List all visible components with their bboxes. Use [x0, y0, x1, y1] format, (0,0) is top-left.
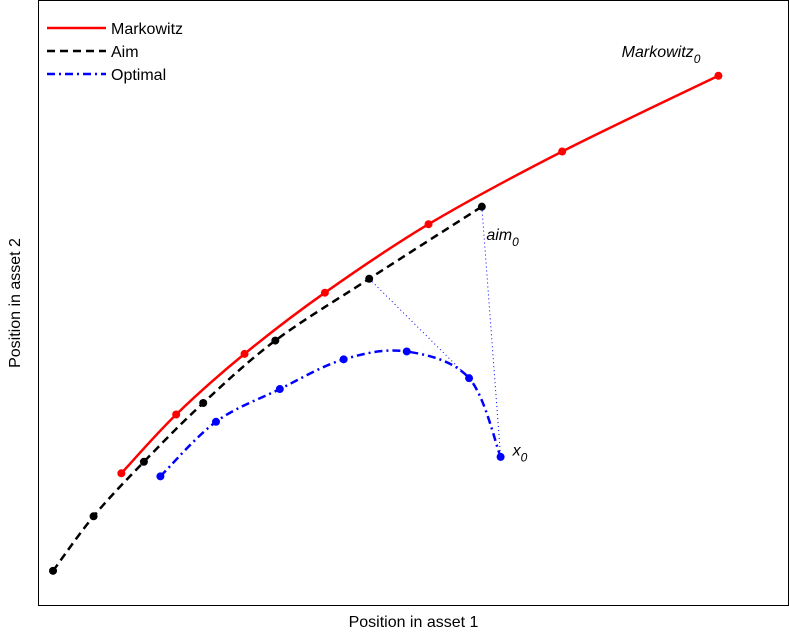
annotation-aim: aim0 [486, 227, 519, 249]
connector-line-2 [481, 206, 502, 457]
legend: Markowitz Aim Optimal [47, 21, 183, 84]
optimal-series-line [159, 349, 502, 478]
markowitz-point [424, 220, 433, 229]
markowitz-point [558, 147, 567, 156]
optimal-point [465, 374, 474, 383]
markowitz-point [714, 71, 723, 80]
aim-point [271, 336, 280, 345]
aim-point [477, 202, 486, 211]
aim-point [49, 566, 58, 575]
annotation-x: x0 [512, 443, 528, 465]
legend-aim-label: Aim [111, 44, 139, 61]
markowitz-point [240, 349, 249, 358]
aim-point [199, 398, 208, 407]
optimal-point [496, 452, 505, 461]
legend-markowitz-label: Markowitz [111, 21, 183, 38]
markowitz-series-line [120, 74, 719, 475]
aim-point [365, 274, 374, 283]
optimal-point [339, 355, 348, 364]
plot-frame [38, 0, 789, 606]
aim-series-line [51, 205, 483, 572]
connector-line-1 [368, 278, 470, 379]
legend-optimal-label: Optimal [111, 67, 166, 84]
aim-point [89, 512, 98, 521]
annotations: Markowitz0 aim0 x0 [486, 44, 700, 465]
annotation-markowitz: Markowitz0 [622, 44, 701, 66]
y-axis-label: Position in asset 2 [7, 238, 24, 368]
markowitz-point [172, 410, 181, 419]
markowitz-point [117, 469, 126, 478]
aim-point [139, 457, 148, 466]
optimal-point [211, 417, 220, 426]
markowitz-point [320, 288, 329, 297]
optimal-point [402, 347, 411, 356]
optimal-point [156, 472, 165, 481]
x-axis-label: Position in asset 1 [349, 614, 479, 631]
optimal-point [275, 385, 284, 394]
plot-area [49, 71, 723, 575]
